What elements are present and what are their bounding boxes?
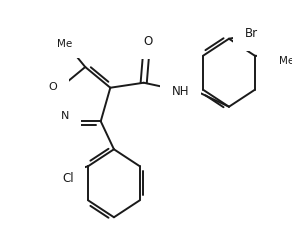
Text: Cl: Cl — [62, 171, 74, 184]
Text: O: O — [49, 81, 58, 91]
Text: N: N — [61, 111, 69, 121]
Text: O: O — [143, 35, 153, 48]
Text: NH: NH — [172, 85, 190, 98]
Text: Me: Me — [279, 56, 292, 65]
Text: Me: Me — [57, 39, 72, 49]
Text: Br: Br — [245, 27, 258, 40]
